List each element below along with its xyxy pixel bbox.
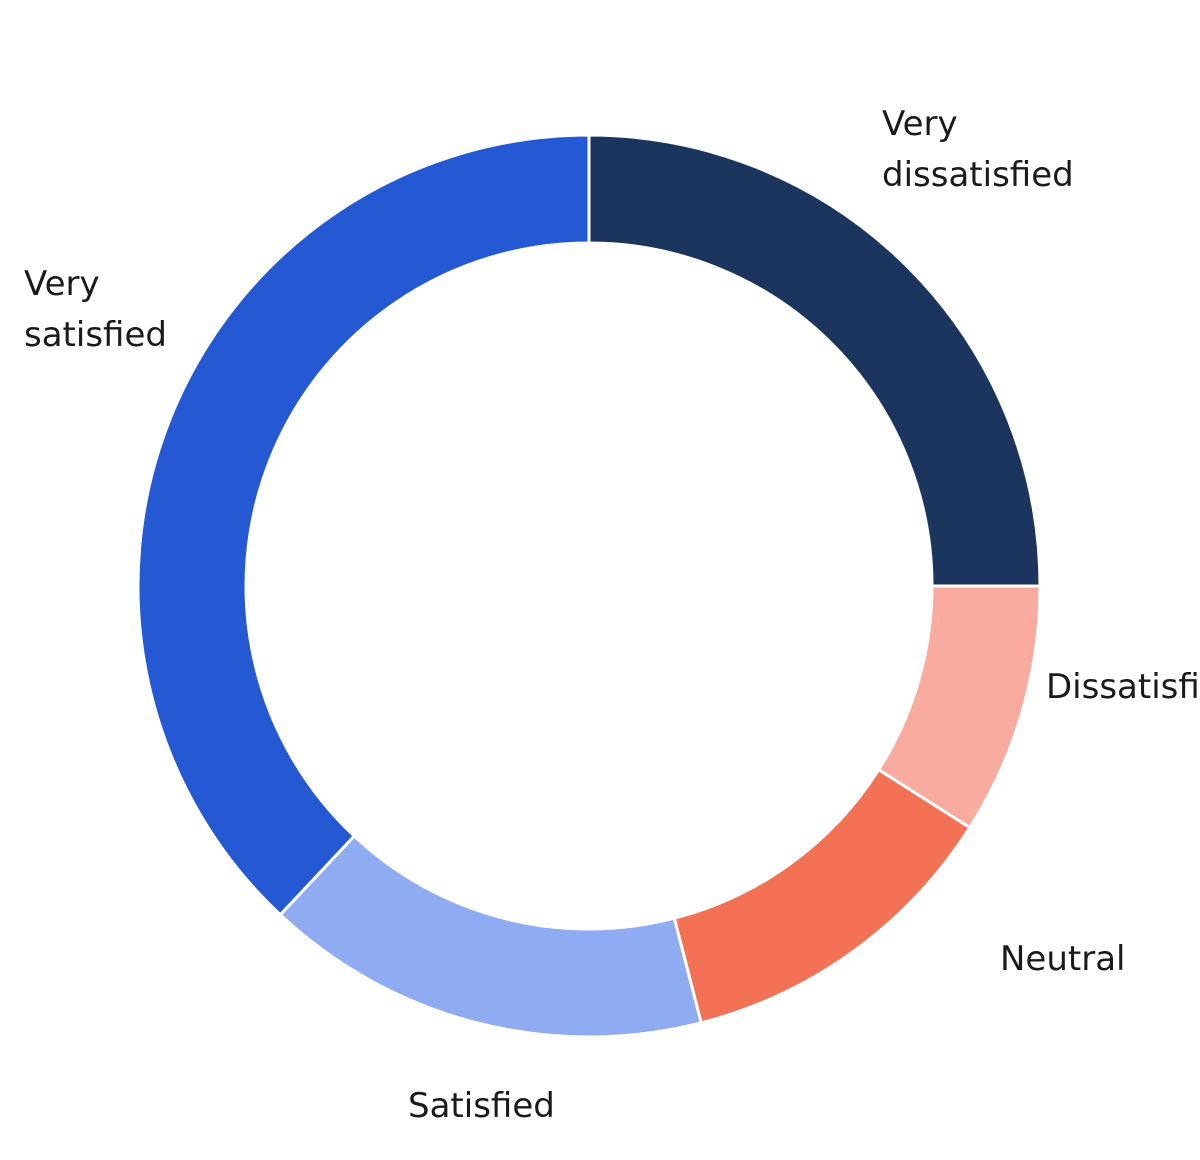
donut-slice-satisfied [278, 833, 703, 1039]
donut-slices [136, 133, 1042, 1039]
slice-label-dissatisfied: Dissatisfied [1046, 667, 1200, 707]
slice-label-very-satisfied: Very satisfied [24, 264, 167, 355]
donut-slice-very-dissatisfied [587, 133, 1042, 588]
donut-slice-neutral [672, 767, 972, 1025]
donut-slice-very-satisfied [136, 133, 591, 917]
slice-label-neutral: Neutral [1000, 939, 1126, 979]
slice-label-satisfied: Satisfied [408, 1086, 555, 1126]
slice-label-very-dissatisfied: Very dissatisfied [882, 104, 1074, 195]
